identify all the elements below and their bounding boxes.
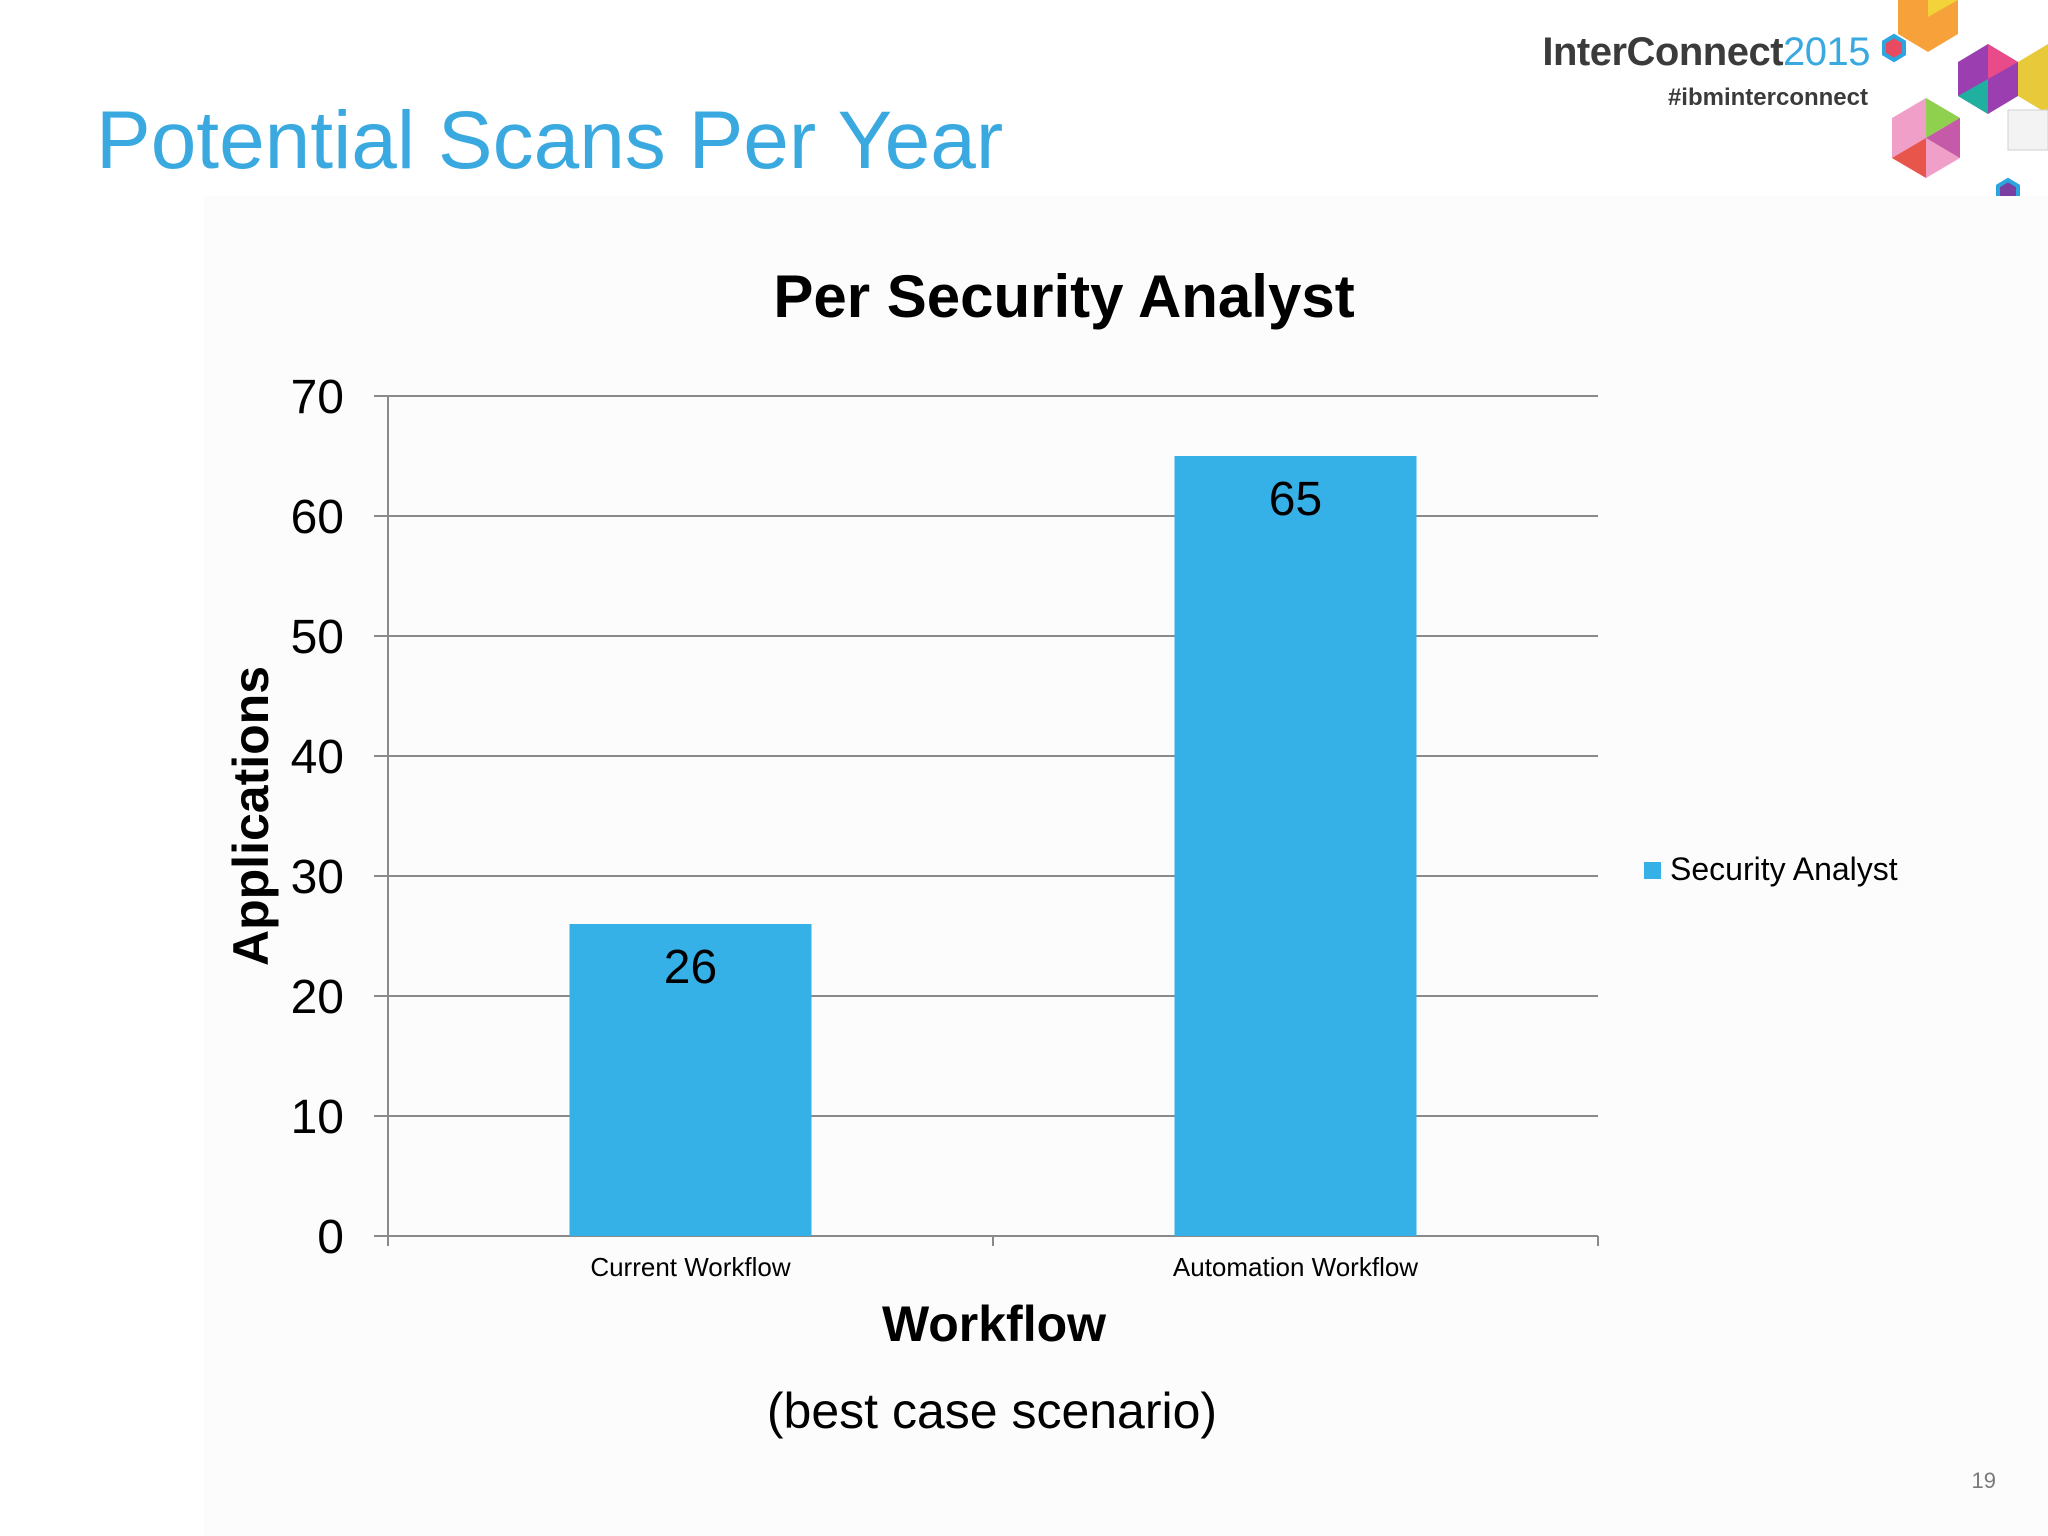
- legend-swatch: [1644, 862, 1661, 879]
- y-tick-label: 10: [291, 1091, 344, 1144]
- y-tick-label: 50: [291, 611, 344, 664]
- slide-title: Potential Scans Per Year: [96, 95, 1004, 186]
- bar: [1174, 456, 1417, 1236]
- chart-panel: Per Security Analyst 0 10 20 30 40 50 60 70 26 Cur…: [204, 196, 2048, 1536]
- brand-name: InterConnect2015: [1542, 30, 1870, 74]
- y-axis-title: Applications: [223, 666, 279, 966]
- brand-year: 2015: [1783, 30, 1870, 74]
- bar-chart: Per Security Analyst 0 10 20 30 40 50 60 70 26 Cur…: [223, 263, 1898, 1439]
- brand-logo: InterConnect2015 #ibminterconnect: [1490, 30, 1870, 120]
- hexagon-graphic: [1882, 0, 2048, 207]
- data-label: 65: [1269, 473, 1322, 526]
- bar: [569, 924, 812, 1236]
- y-tick-label: 70: [291, 371, 344, 424]
- page-number: 19: [1971, 1468, 1996, 1493]
- chart-title: Per Security Analyst: [773, 263, 1354, 330]
- x-tick-label: Current Workflow: [590, 1252, 791, 1282]
- y-tick-label: 0: [317, 1211, 344, 1264]
- y-tick-label: 40: [291, 731, 344, 784]
- y-tick-label: 20: [291, 971, 344, 1024]
- y-tick-label: 60: [291, 491, 344, 544]
- chart-footnote: (best case scenario): [767, 1383, 1217, 1439]
- y-tick-label: 30: [291, 851, 344, 904]
- data-label: 26: [664, 941, 717, 994]
- x-tick-label: Automation Workflow: [1173, 1252, 1418, 1282]
- legend-label: Security Analyst: [1670, 851, 1898, 887]
- brand-hashtag: #ibminterconnect: [1667, 84, 1868, 111]
- x-axis-title: Workflow: [882, 1296, 1106, 1352]
